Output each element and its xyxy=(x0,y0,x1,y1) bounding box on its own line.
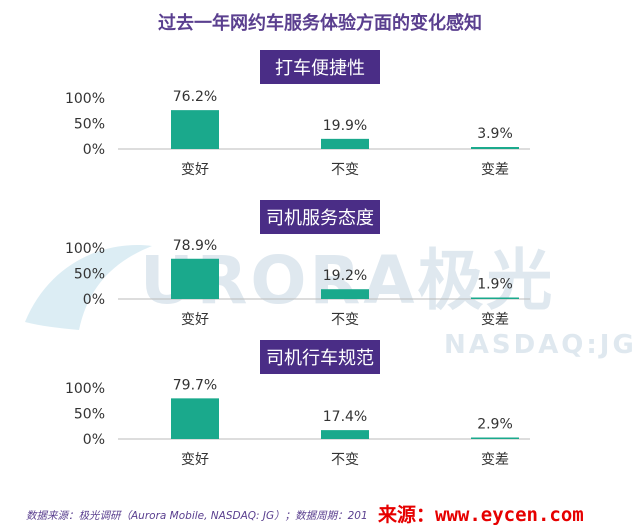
watermark-ticker: NASDAQ:JG xyxy=(444,330,637,360)
y-tick-label: 50% xyxy=(74,407,105,423)
data-label: 17.4% xyxy=(323,409,367,425)
panels: 打车便捷性100%50%0%76.2%变好19.9%不变3.9%变差司机服务态度… xyxy=(65,50,530,468)
data-label: 78.9% xyxy=(173,238,217,254)
category-label: 变差 xyxy=(481,452,509,468)
bar xyxy=(321,289,369,299)
source-note: 数据来源：极光调研（Aurora Mobile, NASDAQ: JG）；数据周… xyxy=(26,510,368,522)
chart-title: 过去一年网约车服务体验方面的变化感知 xyxy=(158,12,482,34)
category-label: 变好 xyxy=(181,452,209,468)
panel-title-box xyxy=(260,340,380,374)
bar xyxy=(171,258,219,299)
chart-panel: 打车便捷性 100% 50% 0% 76.2% 变好 19.9% 不变 3.9% 变差 xyxy=(65,50,530,178)
bar xyxy=(471,297,519,299)
bar xyxy=(321,138,369,149)
y-tick-label: 100% xyxy=(65,241,105,257)
aurora-logo-mark xyxy=(25,245,152,330)
y-tick-label: 0% xyxy=(83,432,105,448)
y-tick-label: 100% xyxy=(65,381,105,397)
category-label: 不变 xyxy=(331,162,359,178)
panel-title: 打车便捷性 xyxy=(275,58,365,79)
data-label: 2.9% xyxy=(477,417,513,433)
bar xyxy=(471,147,519,149)
category-label: 变差 xyxy=(481,312,509,328)
category-label: 变好 xyxy=(181,162,209,178)
y-tick-label: 50% xyxy=(74,117,105,133)
data-label: 3.9% xyxy=(477,126,513,142)
data-label: 79.7% xyxy=(173,377,217,393)
panel-title-box xyxy=(260,50,380,84)
bar xyxy=(171,110,219,149)
data-label: 1.9% xyxy=(477,277,513,293)
category-label: 不变 xyxy=(331,312,359,328)
category-label: 变好 xyxy=(181,312,209,328)
data-label: 19.2% xyxy=(323,268,367,284)
panel-title-box xyxy=(260,200,380,234)
bar xyxy=(321,430,369,439)
panel-title: 司机行车规范 xyxy=(266,348,374,369)
y-tick-label: 50% xyxy=(74,267,105,283)
data-label: 76.2% xyxy=(173,89,217,105)
y-tick-label: 100% xyxy=(65,91,105,107)
credit-text: 来源：www.eycen.com xyxy=(378,503,584,526)
data-label: 19.9% xyxy=(323,118,367,134)
panel-title: 司机服务态度 xyxy=(266,208,374,229)
chart-panel: 司机服务态度 100% 50% 0% 78.9% 变好 19.2% 不变 1.9% 变差 xyxy=(65,200,530,328)
chart-panel: 司机行车规范 100% 50% 0% 79.7% 变好 17.4% 不变 2.9% 变差 xyxy=(65,340,530,468)
bar xyxy=(171,398,219,439)
category-label: 变差 xyxy=(481,162,509,178)
bar xyxy=(471,437,519,439)
y-tick-label: 0% xyxy=(83,142,105,158)
category-label: 不变 xyxy=(331,452,359,468)
y-tick-label: 0% xyxy=(83,292,105,308)
